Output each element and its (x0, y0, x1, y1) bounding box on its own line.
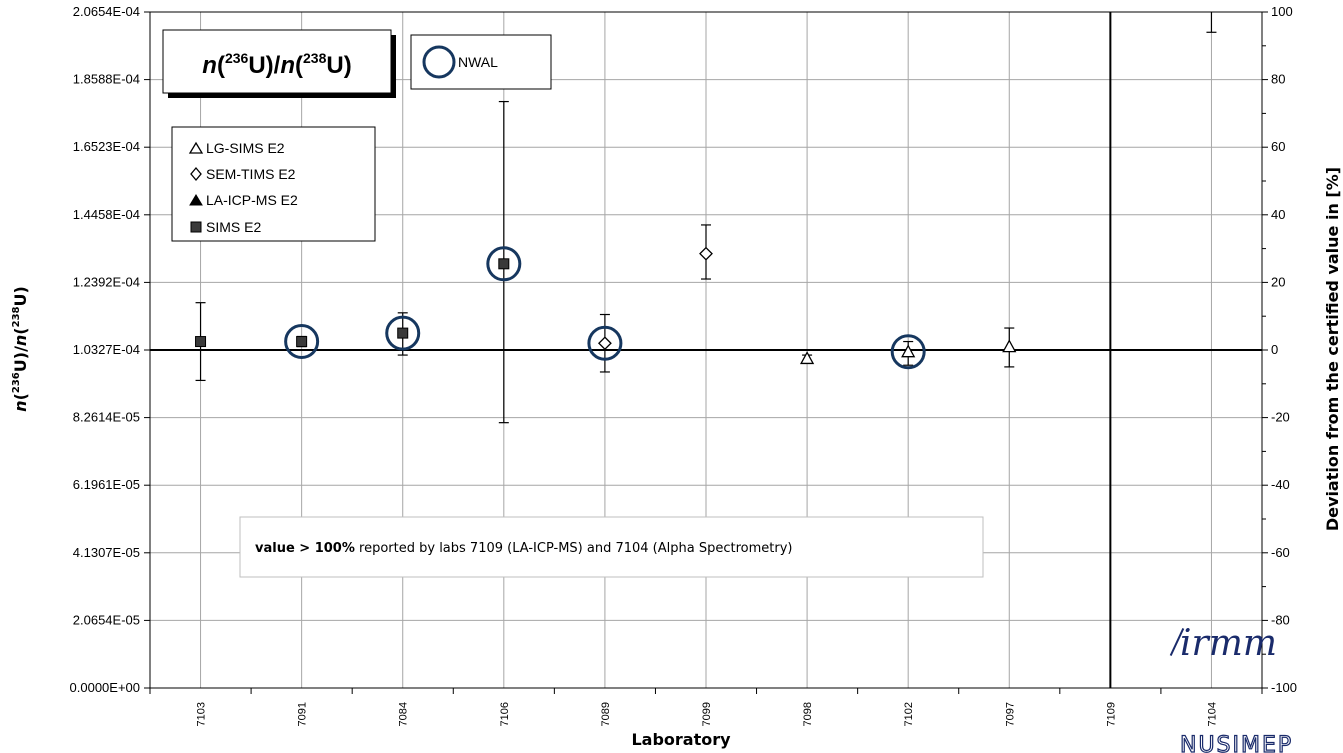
logo-text: irmm (1180, 623, 1277, 664)
y-right-tick-label: -60 (1271, 545, 1290, 560)
legend-item-sims: SIMS E2 (190, 219, 261, 235)
y-axis-left-title-part: n (11, 400, 30, 411)
y-axis-left-title-part: U)/ (11, 346, 30, 372)
y-left-tick-label: 1.6523E-04 (73, 139, 140, 154)
x-category-label: 7103 (196, 702, 208, 726)
y-axis-left-title-part: 236 (11, 372, 22, 393)
nwal-legend-label: NWAL (458, 54, 498, 70)
y-left-tick-label: 0.0000E+00 (70, 680, 140, 695)
chart-title-part: ( (295, 52, 303, 79)
data-layer (150, 12, 1262, 688)
x-category-label: 7109 (1105, 702, 1117, 726)
y-axis-left-title-part: n (11, 335, 30, 346)
y-right-tick-label: -100 (1271, 680, 1297, 695)
y-left-tick-label: 2.0654E-05 (73, 612, 140, 627)
chart-title-part: U) (326, 52, 351, 79)
note-rest: reported by labs 7109 (LA-ICP-MS) and 71… (355, 541, 793, 556)
y-right-tick-label: -40 (1271, 477, 1290, 492)
point-triangle (1002, 339, 1017, 353)
points (195, 12, 1217, 424)
y-left-tick-label: 6.1961E-05 (73, 477, 140, 492)
watermark: NUSIMEP (1180, 733, 1293, 753)
y-right-tick-label: -80 (1271, 612, 1290, 627)
nwal-circle (587, 325, 623, 361)
y-left-tick-label: 4.1307E-05 (73, 545, 140, 560)
legend-label: LG-SIMS E2 (206, 140, 285, 156)
x-category-label: 7098 (802, 702, 814, 726)
note-text: value > 100% reported by labs 7109 (LA-I… (255, 541, 792, 556)
nwal-circle (284, 324, 320, 360)
chart-title-part: 238 (303, 50, 327, 66)
square-filled-icon (190, 221, 202, 233)
nwal-circle (385, 315, 421, 351)
triangle-filled-icon (189, 194, 203, 206)
point-triangle (799, 351, 815, 365)
point-square (195, 336, 207, 348)
y-right-tick-label: 0 (1271, 342, 1278, 357)
x-category-label: 7091 (297, 702, 309, 726)
legend-label: SIMS E2 (206, 219, 261, 235)
y-right-tick-label: 40 (1271, 207, 1285, 222)
y-left-tick-label: 1.0327E-04 (73, 342, 140, 357)
y-right-tick-label: -20 (1271, 410, 1290, 425)
irmm-logo: irmm (1169, 623, 1277, 664)
y-left-tick-label: 1.4458E-04 (73, 207, 140, 222)
legend-item-lg-sims: LG-SIMS E2 (188, 140, 285, 156)
y-right-tick-label: 80 (1271, 72, 1285, 87)
nwal-legend-circle-icon (422, 45, 456, 79)
point-diamond (699, 246, 713, 261)
x-category-label: 7097 (1004, 702, 1016, 726)
note-bold: value > 100% (255, 541, 355, 556)
chart-title-part: n (202, 52, 217, 79)
triangle-open-icon (188, 141, 204, 154)
chart-title-part: n (280, 52, 295, 79)
y-left-tick-label: 1.8588E-04 (73, 72, 140, 87)
chart-title-box: n(236U)/n(238U) (162, 29, 396, 98)
point-square (296, 336, 308, 348)
x-category-label: 7106 (499, 702, 511, 726)
y-left-tick-label: 1.2392E-04 (73, 274, 140, 289)
x-category-label: 7084 (398, 702, 410, 726)
y-axis-left-title: n(236U)/n(238U) (11, 286, 30, 412)
point-square (397, 327, 409, 339)
point-square (498, 258, 510, 270)
series-legend: LG-SIMS E2 SEM-TIMS E2 LA-ICP-MS E2 SIMS… (171, 126, 376, 242)
diamond-open-icon (190, 166, 202, 182)
x-category-label: 7102 (903, 702, 915, 726)
x-category-label: 7089 (600, 702, 612, 726)
chart-title: n(236U)/n(238U) (202, 50, 351, 79)
y-left-tick-label: 8.2614E-05 (73, 410, 140, 425)
y-right-tick-label: 20 (1271, 274, 1285, 289)
chart-title-part: ( (217, 52, 225, 79)
chart-title-part: U)/ (248, 52, 280, 79)
y-left-tick-label: 2.0654E-04 (73, 4, 140, 19)
chart-title-part: 236 (225, 50, 249, 66)
legend-label: SEM-TIMS E2 (206, 166, 296, 182)
y-axis-right-title: Deviation from the certified value in [%… (1323, 167, 1342, 531)
nwal-legend: NWAL (410, 34, 552, 90)
y-right-tick-label: 100 (1271, 4, 1293, 19)
axes: 0.0000E+00 2.0654E-05 4.1307E-05 6.1961E-05… (70, 4, 1298, 726)
nwal-circle (890, 334, 926, 370)
x-category-label: 7104 (1206, 702, 1218, 726)
y-axis-left-title-part: ( (11, 327, 30, 334)
legend-item-sem-tims: SEM-TIMS E2 (190, 166, 296, 182)
note-box: value > 100% reported by labs 7109 (LA-I… (239, 516, 984, 578)
y-axis-left-title-part: U) (11, 286, 30, 306)
y-axis-left-title-part: 238 (11, 306, 22, 327)
point-diamond (597, 336, 612, 351)
x-axis-title: Laboratory (631, 730, 731, 749)
legend-item-la-icp-ms: LA-ICP-MS E2 (189, 192, 298, 208)
y-axis-left-title-part: ( (11, 393, 30, 400)
point-triangle (901, 344, 916, 358)
legend-label: LA-ICP-MS E2 (206, 192, 298, 208)
x-category-label: 7099 (701, 702, 713, 726)
y-right-tick-label: 60 (1271, 139, 1285, 154)
nwal-circle (486, 246, 522, 282)
